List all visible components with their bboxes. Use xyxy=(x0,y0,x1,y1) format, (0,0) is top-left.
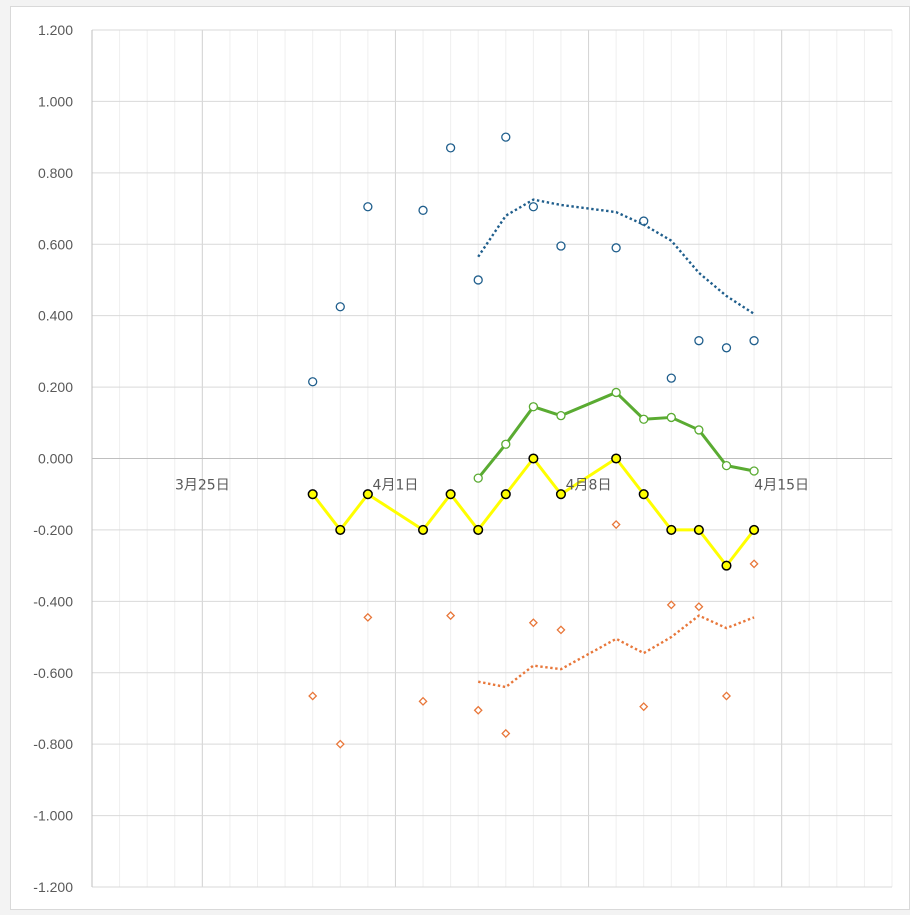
data-point xyxy=(501,728,511,738)
data-point xyxy=(335,524,346,535)
data-point xyxy=(694,336,704,346)
y-tick-label: 0.200 xyxy=(38,379,73,395)
tick-labels: 1.200 1.000 0.800 0.600 0.400 0.200 0.000 -0.20… xyxy=(33,22,809,895)
data-point xyxy=(555,489,567,500)
series-0 xyxy=(308,132,759,387)
data-point xyxy=(611,387,621,398)
data-point xyxy=(528,202,539,212)
series-3 xyxy=(307,453,760,571)
trend-line xyxy=(477,198,755,315)
data-point xyxy=(446,611,456,621)
data-point xyxy=(749,524,760,535)
data-point xyxy=(693,524,704,535)
series-5 xyxy=(477,614,755,689)
data-point xyxy=(473,524,484,535)
data-point xyxy=(501,439,511,449)
axes xyxy=(91,30,892,887)
data-point xyxy=(556,410,566,421)
data-point xyxy=(308,377,318,387)
y-tick-label: 1.200 xyxy=(38,22,73,38)
data-point xyxy=(445,489,456,500)
data-point xyxy=(418,205,428,215)
y-tick-label: 0.600 xyxy=(38,236,73,252)
y-tick-label: -0.600 xyxy=(33,665,73,681)
data-point xyxy=(363,612,373,622)
data-point xyxy=(528,618,538,628)
data-point xyxy=(721,343,732,353)
trend-line xyxy=(477,614,755,689)
data-point xyxy=(308,691,318,701)
data-point xyxy=(363,202,373,212)
data-point xyxy=(335,739,345,749)
data-point xyxy=(418,696,428,706)
data-point xyxy=(556,625,566,635)
data-point xyxy=(666,373,676,383)
y-tick-label: 0.400 xyxy=(38,308,73,324)
data-point xyxy=(500,489,511,500)
data-point xyxy=(749,559,759,569)
y-tick-label: -0.800 xyxy=(33,736,73,752)
data-point xyxy=(721,560,732,571)
data-point xyxy=(473,275,483,285)
data-point xyxy=(307,489,318,500)
data-point xyxy=(749,466,759,476)
data-point xyxy=(721,691,732,701)
data-point xyxy=(473,705,483,715)
data-point xyxy=(417,524,429,535)
y-tick-label: -0.200 xyxy=(33,522,73,538)
y-tick-label: -1.000 xyxy=(33,808,73,824)
data-point xyxy=(638,489,649,500)
data-point xyxy=(749,336,759,346)
data-point xyxy=(473,473,483,483)
data-point xyxy=(694,425,704,435)
y-tick-label: 1.000 xyxy=(38,93,73,109)
data-point xyxy=(639,702,649,712)
y-tick-label: -0.400 xyxy=(33,593,73,609)
series-layer xyxy=(307,132,760,749)
data-point xyxy=(528,453,539,464)
data-point xyxy=(666,412,676,423)
data-point xyxy=(528,402,539,412)
data-point xyxy=(445,143,456,153)
series-line xyxy=(477,390,755,480)
data-point xyxy=(501,132,511,142)
x-tick-label: 3月25日 xyxy=(175,478,230,494)
data-point xyxy=(335,302,345,312)
data-point xyxy=(666,524,677,535)
data-point xyxy=(694,602,704,612)
series-1 xyxy=(477,198,755,315)
x-tick-label: 4月8日 xyxy=(566,478,612,494)
data-point xyxy=(611,520,621,530)
data-point xyxy=(611,243,621,253)
y-tick-label: 0.000 xyxy=(38,451,73,467)
data-point xyxy=(721,460,732,471)
data-point xyxy=(666,600,676,610)
data-point xyxy=(362,489,373,500)
y-tick-label: -1.200 xyxy=(33,879,73,895)
x-tick-label: 4月1日 xyxy=(373,478,419,494)
x-tick-label: 4月15日 xyxy=(754,478,809,494)
series-4 xyxy=(308,520,759,749)
data-point xyxy=(556,241,566,251)
series-2 xyxy=(473,387,759,483)
data-point xyxy=(639,414,649,424)
y-tick-label: 0.800 xyxy=(38,165,73,181)
data-point xyxy=(611,453,622,464)
